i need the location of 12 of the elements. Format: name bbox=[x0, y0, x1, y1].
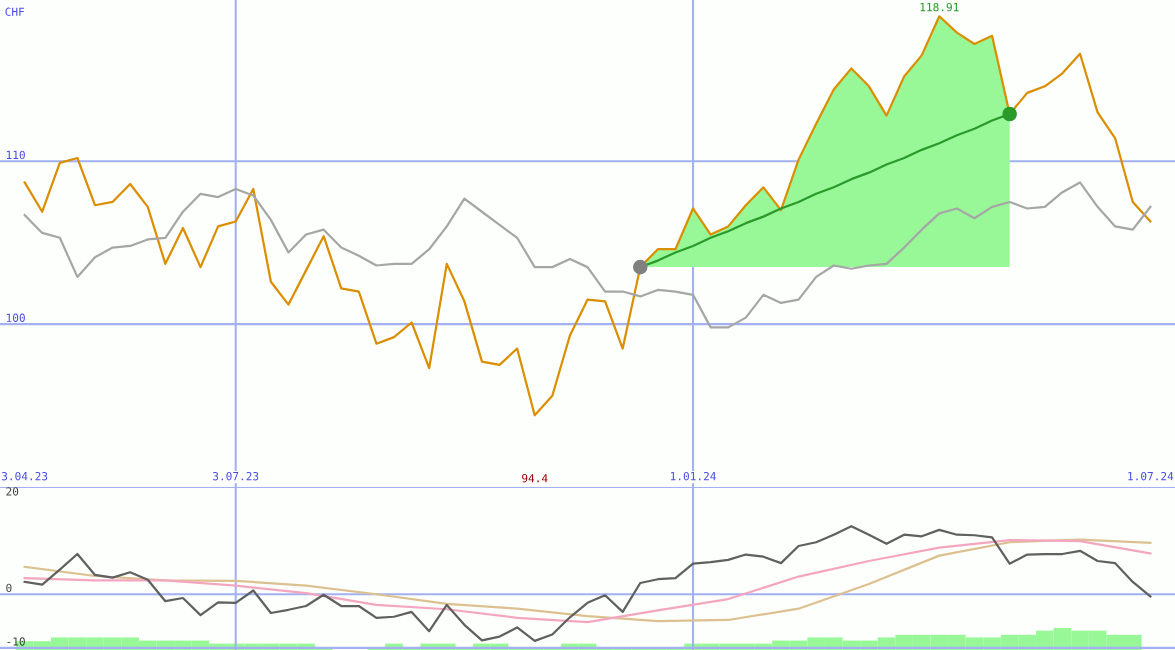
y-tick-label: 100 bbox=[6, 313, 25, 322]
annotation: 94.4 bbox=[522, 474, 548, 483]
x-tick-label: 3.04.23 bbox=[1, 471, 48, 481]
y-tick-label: 110 bbox=[6, 150, 25, 160]
y-axis-title: CHF bbox=[5, 7, 25, 16]
y-tick-label: -10 bbox=[7, 637, 25, 646]
annotation: 118.91 bbox=[920, 2, 959, 12]
y-tick-label: 0 bbox=[6, 583, 12, 593]
x-tick-label: 1.07.24 bbox=[1128, 471, 1174, 481]
y-tick-label: 20 bbox=[6, 487, 19, 496]
x-tick-label: 3.07.23 bbox=[213, 471, 259, 481]
x-tick-label: 1.01.24 bbox=[670, 471, 716, 481]
